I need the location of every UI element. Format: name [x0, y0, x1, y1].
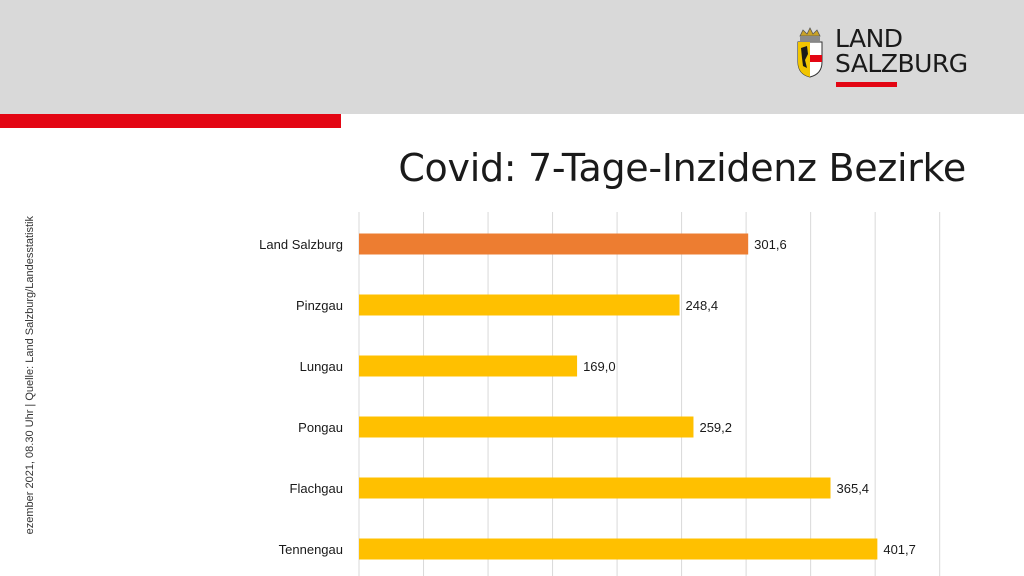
header-band [0, 0, 1024, 114]
logo-line1: LAND [835, 24, 903, 53]
value-label-0: 301,6 [754, 237, 787, 252]
bar-4 [359, 477, 831, 499]
value-label-4: 365,4 [837, 481, 870, 496]
page-title: Covid: 7-Tage-Inzidenz Bezirke [398, 146, 966, 190]
land-salzburg-logo[interactable]: LAND SALZBURG [795, 26, 975, 88]
value-label-3: 259,2 [699, 420, 732, 435]
category-label-2: Lungau [300, 359, 343, 374]
bar-3 [359, 416, 694, 438]
chart-labels: Land Salzburg 301,6 Pinzgau 248,4 Lungau 169,… [259, 237, 916, 557]
chart-gridlines [358, 212, 941, 576]
category-label-0: Land Salzburg [259, 237, 343, 252]
category-label-3: Pongau [298, 420, 343, 435]
bar-5 [359, 538, 878, 560]
category-label-1: Pinzgau [296, 298, 343, 313]
logo-line2: SALZBURG [835, 49, 968, 78]
category-label-4: Flachgau [290, 481, 343, 496]
bar-0 [359, 233, 749, 255]
category-label-5: Tennengau [279, 542, 343, 557]
logo-underline [836, 82, 897, 87]
value-label-2: 169,0 [583, 359, 616, 374]
chart-bars [359, 233, 878, 560]
bar-2 [359, 355, 578, 377]
bar-1 [359, 294, 680, 316]
logo-wordmark: LAND SALZBURG [835, 26, 968, 76]
value-label-5: 401,7 [883, 542, 916, 557]
value-label-1: 248,4 [686, 298, 719, 313]
accent-bar [0, 114, 341, 128]
salzburg-coat-of-arms-icon [797, 27, 823, 78]
